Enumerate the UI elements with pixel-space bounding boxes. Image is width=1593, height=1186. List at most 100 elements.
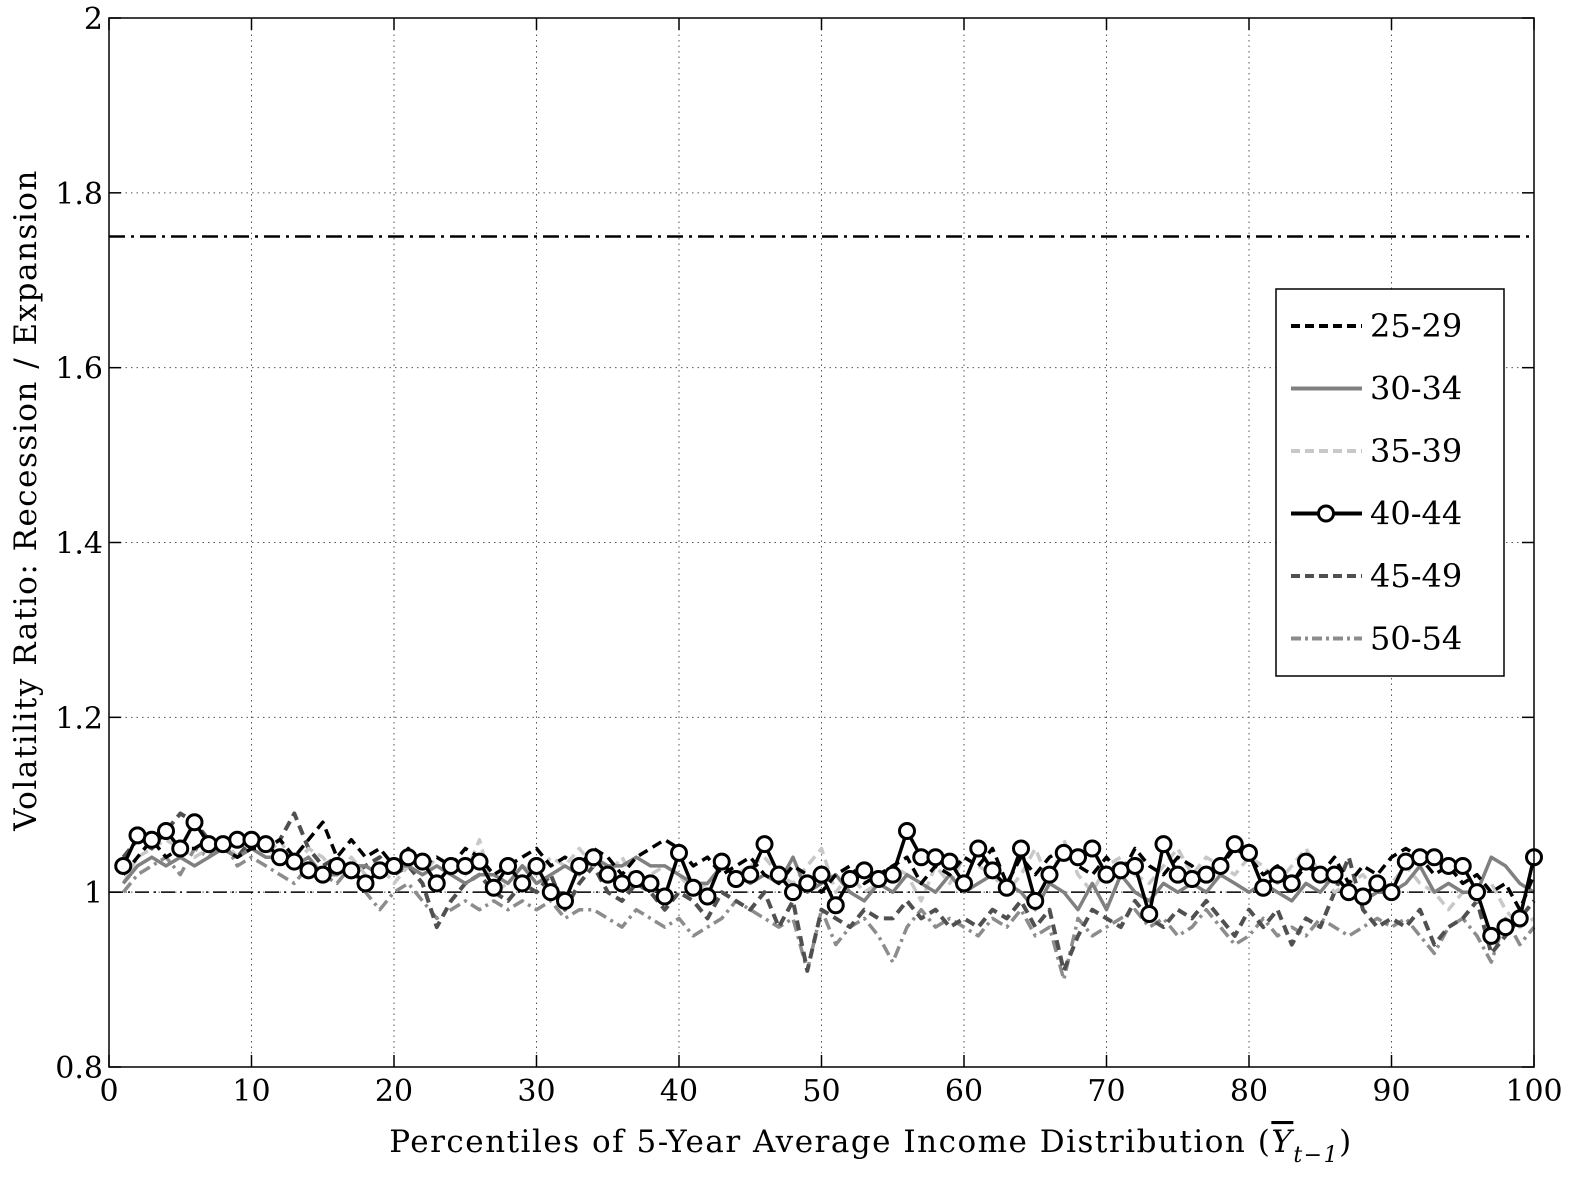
series-line xyxy=(121,811,1536,973)
series-point xyxy=(342,861,361,880)
series-point xyxy=(1496,918,1515,937)
series-point xyxy=(1339,883,1358,902)
series-point xyxy=(171,839,190,858)
series-point xyxy=(826,896,845,915)
y-tick-label: 1.2 xyxy=(55,701,103,736)
series-point xyxy=(855,861,874,880)
y-axis-label: Volatility Ratio: Recession / Expansion xyxy=(8,169,44,832)
series-point xyxy=(1069,848,1087,867)
x-tick-label: 70 xyxy=(1087,1074,1125,1109)
series-45-49 xyxy=(121,811,1536,973)
series-point xyxy=(484,878,503,897)
series-point xyxy=(613,874,631,893)
axis-ticks xyxy=(108,17,1535,1068)
series-point xyxy=(541,883,560,902)
series-point xyxy=(1254,878,1273,897)
series-point xyxy=(627,870,646,889)
series-point xyxy=(869,870,888,889)
series-point xyxy=(570,856,589,875)
series-point xyxy=(1382,883,1401,902)
series-point xyxy=(812,865,831,884)
series-point xyxy=(556,891,574,910)
legend-marker xyxy=(1317,504,1335,523)
series-point xyxy=(684,878,703,897)
x-tick-label: 10 xyxy=(232,1074,270,1109)
x-tick-label: 60 xyxy=(945,1074,983,1109)
series-point xyxy=(1111,861,1130,880)
series-point xyxy=(1154,835,1173,854)
series-point xyxy=(370,861,389,880)
y-tick-label: 1.4 xyxy=(55,527,103,562)
series-point xyxy=(470,852,489,871)
legend-label: 25-29 xyxy=(1370,307,1462,345)
x-axis-label-variable: Y xyxy=(1271,1124,1294,1160)
series-point xyxy=(1396,852,1415,871)
series-point xyxy=(1040,865,1059,884)
series-point xyxy=(727,870,745,889)
x-axis-label-close: ) xyxy=(1339,1124,1353,1160)
series-point xyxy=(926,848,945,867)
x-axis-label: Percentiles of 5-Year Average Income Dis… xyxy=(389,1124,1352,1168)
series-point xyxy=(356,874,375,893)
series-point xyxy=(712,852,731,871)
series-point xyxy=(997,878,1016,897)
x-tick-label: 30 xyxy=(517,1074,555,1109)
series-point xyxy=(427,874,446,893)
series-point xyxy=(670,843,688,862)
x-tick-label: 100 xyxy=(1505,1074,1562,1109)
x-tick-label: 40 xyxy=(660,1074,698,1109)
series-point xyxy=(1468,883,1486,902)
series-point xyxy=(1482,926,1501,945)
series-point xyxy=(399,848,418,867)
series-point xyxy=(641,874,660,893)
series-point xyxy=(1211,856,1230,875)
legend-label: 35-39 xyxy=(1370,432,1462,470)
series-point xyxy=(969,839,988,858)
x-tick-label: 80 xyxy=(1230,1074,1268,1109)
series-point xyxy=(1425,848,1444,867)
series-point xyxy=(1297,852,1315,871)
series-point xyxy=(157,821,175,840)
series-point xyxy=(1240,843,1258,862)
series-point xyxy=(385,856,403,875)
series-point xyxy=(328,856,346,875)
series-40-44 xyxy=(114,813,1543,945)
x-tick-label: 50 xyxy=(802,1074,840,1109)
series-point xyxy=(1083,839,1102,858)
series-group xyxy=(114,811,1543,982)
series-point xyxy=(1026,891,1045,910)
legend-label: 40-44 xyxy=(1370,495,1462,533)
x-tick-label: 20 xyxy=(375,1074,413,1109)
series-point xyxy=(1183,870,1201,889)
series-point xyxy=(513,874,532,893)
series-point xyxy=(940,852,959,871)
series-point xyxy=(584,848,603,867)
series-point xyxy=(883,865,902,884)
series-point xyxy=(1325,865,1344,884)
series-point xyxy=(898,821,916,840)
series-point xyxy=(983,861,1002,880)
series-point xyxy=(1097,865,1116,884)
y-tick-label: 1 xyxy=(84,876,103,911)
legend-label: 30-34 xyxy=(1370,370,1462,408)
series-point xyxy=(185,813,204,832)
series-point xyxy=(1054,843,1073,862)
series-point xyxy=(1225,835,1244,854)
series-point xyxy=(1168,865,1187,884)
series-point xyxy=(698,887,717,906)
series-point xyxy=(242,830,261,849)
legend-label: 50-54 xyxy=(1370,620,1462,658)
series-point xyxy=(1197,865,1216,884)
series-point xyxy=(214,835,232,854)
series-point xyxy=(655,887,674,906)
series-point xyxy=(1354,887,1372,906)
series-point xyxy=(499,856,517,875)
legend-label: 45-49 xyxy=(1370,557,1462,595)
series-point xyxy=(1012,839,1030,858)
series-point xyxy=(313,865,332,884)
x-tick-label: 90 xyxy=(1372,1074,1410,1109)
x-tick-labels: 0 10 20 30 40 50 60 70 80 90 100 xyxy=(99,1074,1562,1109)
y-tick-label: 0.8 xyxy=(55,1051,103,1086)
legend-box xyxy=(1275,288,1505,677)
series-point xyxy=(755,835,774,854)
